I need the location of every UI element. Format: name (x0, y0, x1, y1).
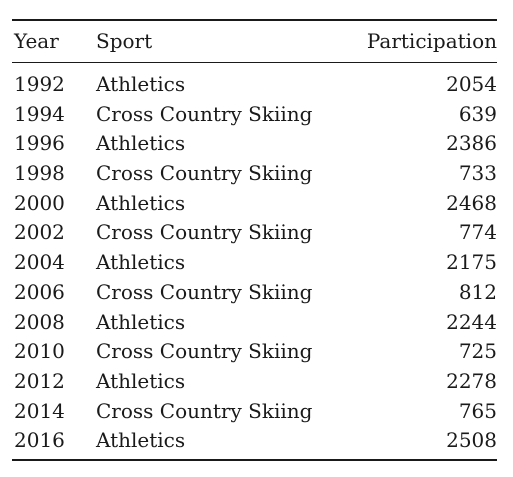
table-row: 1996 Athletics 2386 (12, 128, 497, 158)
table-row: 2000 Athletics 2468 (12, 188, 497, 218)
table-header-rule (12, 62, 497, 63)
cell-year: 2002 (14, 220, 65, 245)
table-row: 2002 Cross Country Skiing 774 (12, 217, 497, 247)
table-row: 2006 Cross Country Skiing 812 (12, 277, 497, 307)
cell-sport: Athletics (96, 250, 186, 275)
table-row: 1994 Cross Country Skiing 639 (12, 99, 497, 129)
table-row: 2014 Cross Country Skiing 765 (12, 396, 497, 426)
cell-participation: 2278 (446, 368, 497, 393)
cell-year: 2004 (14, 250, 65, 275)
cell-sport: Cross Country Skiing (96, 220, 313, 245)
cell-year: 2012 (14, 368, 65, 393)
cell-sport: Athletics (96, 131, 186, 156)
table-row: 2008 Athletics 2244 (12, 307, 497, 337)
cell-participation: 812 (458, 279, 497, 304)
cell-year: 2006 (14, 279, 65, 304)
table-row: 2012 Athletics 2278 (12, 366, 497, 396)
cell-participation: 2468 (446, 190, 497, 215)
cell-participation: 725 (458, 339, 497, 364)
cell-year: 2000 (14, 190, 65, 215)
cell-participation: 2508 (446, 428, 497, 453)
cell-sport: Athletics (96, 190, 186, 215)
table-bottom-rule (12, 458, 497, 461)
cell-participation: 765 (458, 398, 497, 423)
cell-sport: Athletics (96, 72, 186, 96)
cell-participation: 2054 (446, 72, 497, 96)
header-participation: Participation (366, 29, 497, 53)
table-row: 2010 Cross Country Skiing 725 (12, 336, 497, 366)
cell-year: 2014 (14, 398, 65, 423)
cell-sport: Cross Country Skiing (96, 161, 313, 186)
cell-year: 1994 (14, 101, 65, 126)
cell-year: 1992 (14, 72, 65, 96)
cell-year: 2016 (14, 428, 65, 453)
table-row: 1992 Athletics 2054 (12, 69, 497, 99)
cell-year: 2008 (14, 309, 65, 334)
header-year: Year (14, 29, 59, 53)
table-header-row: Year Sport Participation (12, 26, 497, 56)
cell-sport: Cross Country Skiing (96, 339, 313, 364)
cell-sport: Cross Country Skiing (96, 279, 313, 304)
cell-participation: 2386 (446, 131, 497, 156)
table-top-rule (12, 19, 497, 21)
table-row: 2004 Athletics 2175 (12, 247, 497, 277)
cell-year: 1998 (14, 161, 65, 186)
table-row: 1998 Cross Country Skiing 733 (12, 158, 497, 188)
cell-sport: Cross Country Skiing (96, 398, 313, 423)
cell-participation: 2244 (446, 309, 497, 334)
cell-sport: Athletics (96, 309, 186, 334)
table-row: 2016 Athletics 2508 (12, 425, 497, 455)
participation-table: Year Sport Participation 1992 Athletics 20… (12, 19, 497, 461)
table-body: 1992 Athletics 2054 1994 Cross Country Skiin… (12, 69, 497, 455)
header-sport: Sport (96, 29, 153, 53)
cell-sport: Athletics (96, 368, 186, 393)
cell-participation: 639 (458, 101, 497, 126)
cell-sport: Cross Country Skiing (96, 101, 313, 126)
cell-year: 2010 (14, 339, 65, 364)
cell-participation: 774 (458, 220, 497, 245)
cell-sport: Athletics (96, 428, 186, 453)
cell-participation: 2175 (446, 250, 497, 275)
cell-participation: 733 (458, 161, 497, 186)
cell-year: 1996 (14, 131, 65, 156)
